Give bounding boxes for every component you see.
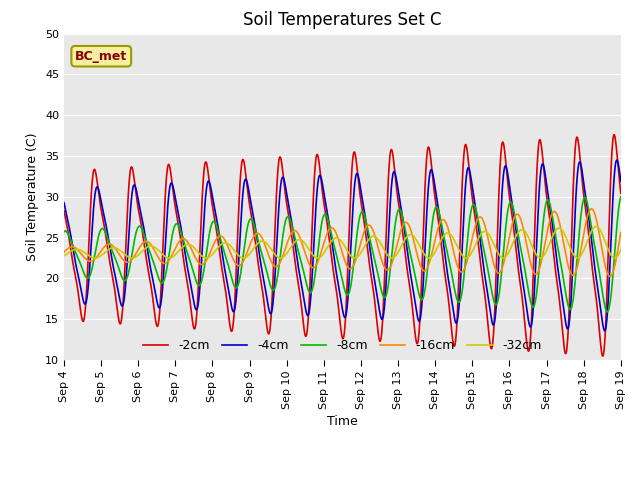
-4cm (429, 170, 436, 176)
Y-axis label: Soil Temperature (C): Soil Temperature (C) (26, 132, 40, 261)
-4cm (613, 157, 621, 163)
-16cm (170, 248, 178, 253)
-2cm (170, 197, 178, 203)
-32cm (184, 241, 191, 247)
-8cm (246, 216, 254, 222)
-4cm (184, 267, 191, 273)
-4cm (551, 239, 559, 245)
-4cm (170, 190, 178, 195)
Line: -8cm: -8cm (64, 197, 621, 312)
-2cm (246, 205, 254, 211)
-8cm (184, 252, 191, 257)
-8cm (60, 229, 68, 235)
-32cm (611, 255, 618, 261)
-16cm (60, 249, 68, 255)
Title: Soil Temperatures Set C: Soil Temperatures Set C (243, 11, 442, 29)
Line: -16cm: -16cm (64, 209, 621, 276)
-4cm (601, 328, 609, 334)
-4cm (502, 163, 509, 168)
-2cm (617, 191, 625, 196)
-2cm (611, 132, 618, 137)
-2cm (551, 261, 559, 266)
-16cm (502, 253, 509, 259)
-2cm (429, 175, 436, 181)
-2cm (599, 353, 607, 359)
-2cm (184, 282, 191, 288)
Legend: -2cm, -4cm, -8cm, -16cm, -32cm: -2cm, -4cm, -8cm, -16cm, -32cm (138, 334, 547, 357)
Line: -4cm: -4cm (64, 160, 621, 331)
-8cm (429, 217, 436, 223)
Text: BC_met: BC_met (75, 50, 127, 63)
-32cm (617, 247, 625, 253)
-32cm (60, 253, 68, 259)
-16cm (606, 274, 614, 279)
-4cm (246, 196, 254, 202)
-8cm (170, 224, 178, 230)
X-axis label: Time: Time (327, 415, 358, 428)
-32cm (170, 253, 178, 259)
-32cm (246, 251, 254, 256)
-16cm (429, 247, 436, 252)
-4cm (60, 200, 68, 205)
-32cm (592, 224, 600, 229)
-4cm (617, 178, 625, 184)
-16cm (617, 230, 625, 236)
-32cm (502, 254, 509, 260)
-32cm (429, 253, 436, 259)
-2cm (502, 156, 509, 162)
-16cm (184, 240, 191, 245)
-16cm (588, 206, 595, 212)
Line: -32cm: -32cm (64, 227, 621, 258)
-32cm (551, 229, 559, 235)
-8cm (604, 309, 611, 315)
Line: -2cm: -2cm (64, 134, 621, 356)
-8cm (551, 227, 559, 233)
-16cm (551, 209, 559, 215)
-16cm (246, 241, 254, 247)
-2cm (60, 208, 68, 214)
-8cm (617, 194, 625, 200)
-8cm (502, 227, 509, 232)
